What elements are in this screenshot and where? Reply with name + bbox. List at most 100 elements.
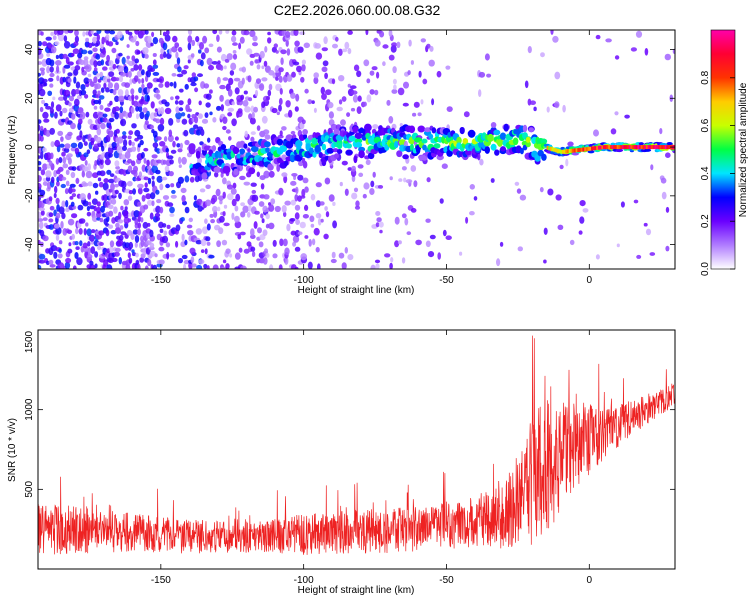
spectrogram-cell xyxy=(246,241,252,247)
spectrogram-cell xyxy=(250,131,256,136)
spectrogram-cell xyxy=(222,191,226,199)
spectrogram-cell xyxy=(111,141,117,149)
spectrogram-cell xyxy=(445,65,451,70)
spectrogram-ridge-line xyxy=(642,145,645,150)
spectrogram-cell xyxy=(555,194,562,201)
spectrogram-ridge-cell xyxy=(424,127,431,133)
spectrogram-cell xyxy=(327,101,334,109)
spectrogram-cell xyxy=(82,242,88,249)
snr-line xyxy=(38,335,675,555)
spectrogram-cell xyxy=(93,205,97,212)
spectrogram-cell xyxy=(231,118,237,127)
spectrogram-ridge-cell xyxy=(484,146,490,154)
spectrogram-cell xyxy=(240,211,246,218)
spectrogram-cell xyxy=(89,205,95,210)
spectrogram-cell xyxy=(81,170,86,178)
spectrogram-cell xyxy=(251,194,259,202)
spectrogram-cell xyxy=(109,198,113,205)
spectrogram-cell xyxy=(67,248,73,254)
spectrogram-cell xyxy=(181,233,185,242)
spectrogram-cell xyxy=(70,188,76,193)
spectrogram-cell xyxy=(60,221,64,229)
spectrogram-cell xyxy=(134,235,140,243)
spectrogram-cell xyxy=(614,55,620,60)
spectrogram-cell xyxy=(386,99,391,106)
spectrogram-cell xyxy=(123,216,130,225)
spectrogram-cell xyxy=(384,253,391,258)
spectrogram-cell xyxy=(42,163,48,171)
spectrogram-cell xyxy=(165,30,170,36)
spectrogram-cell xyxy=(554,71,561,80)
spectrogram-cell xyxy=(116,31,123,39)
spectrogram-cell xyxy=(294,204,301,211)
spectrogram-cell xyxy=(138,105,143,113)
spectrogram-cell xyxy=(283,175,288,184)
spectrogram-ridge-line xyxy=(604,145,607,150)
spectrogram-cell xyxy=(149,229,154,238)
spectrogram-cell xyxy=(121,134,127,140)
spectrogram-ridge-line xyxy=(608,145,611,150)
spectrogram-cell xyxy=(295,186,299,195)
spectrogram-cell xyxy=(84,160,88,166)
spectrogram-cell xyxy=(246,211,251,218)
spectrogram-cell xyxy=(391,89,398,94)
spectrogram-cell xyxy=(87,73,92,78)
colorbar-tick-label: 0.6 xyxy=(700,118,711,132)
spectrogram-cell xyxy=(55,158,60,165)
spectrogram-ridge-line xyxy=(618,145,621,150)
spectrogram-cell xyxy=(45,170,52,178)
spectrogram-cell xyxy=(39,229,45,237)
snr-xtick-label: -50 xyxy=(439,575,454,586)
spectrogram-cell xyxy=(272,239,277,247)
spectrogram-cell xyxy=(50,152,54,160)
spectrogram-cell xyxy=(159,117,165,125)
spectrogram-cell xyxy=(38,72,41,77)
spectrogram-cell xyxy=(165,242,171,248)
spectrogram-cell xyxy=(187,30,193,36)
spectrogram-ridge-cell xyxy=(494,149,500,156)
spectrogram-cell xyxy=(244,106,251,113)
spectrogram-cell xyxy=(130,68,135,72)
spectrogram-ridge-line xyxy=(623,145,626,150)
spectrogram-cell xyxy=(271,107,278,114)
spectrogram-cell xyxy=(87,181,93,187)
spectrogram-ridge-cell xyxy=(431,127,437,134)
spectrogram-cell xyxy=(71,52,75,57)
spectrogram-cell xyxy=(243,90,248,95)
spectrogram-cell xyxy=(41,99,46,105)
spectrogram-ridge-line xyxy=(647,145,650,150)
spectrogram-cell xyxy=(222,259,227,264)
spectrogram-cell xyxy=(469,184,475,190)
spectrogram-cell xyxy=(161,235,169,244)
spectrogram-cell xyxy=(244,130,248,138)
spectrogram-cell xyxy=(63,64,71,69)
spectrogram-cell xyxy=(539,187,544,193)
spectrogram-cell xyxy=(255,78,262,84)
spectrogram-cell xyxy=(114,95,120,103)
spectrogram-cell xyxy=(49,205,55,211)
spectrogram-cell xyxy=(55,60,62,66)
spectrogram-cell xyxy=(128,31,133,36)
spectrogram-ridge-line xyxy=(565,149,568,154)
spectrogram-cell xyxy=(152,130,158,138)
spectrogram-cell xyxy=(71,233,75,240)
spectrogram-cell xyxy=(346,112,351,117)
spectrogram-cell xyxy=(389,176,393,181)
spectrogram-cell xyxy=(82,166,89,172)
spectrogram-cell xyxy=(197,205,203,212)
spectrogram-cell xyxy=(257,227,262,234)
spectrogram-ridge-cell xyxy=(346,143,352,149)
spectrogram-cell xyxy=(479,158,484,166)
spectrogram-xtick-label: -150 xyxy=(151,275,171,286)
spectrogram-cell xyxy=(134,242,138,248)
snr-xtick-label: -100 xyxy=(294,575,314,586)
spectrogram-cell xyxy=(75,177,80,184)
spectrogram-cell xyxy=(50,101,55,109)
spectrogram-cell xyxy=(258,201,265,207)
spectrogram-cell xyxy=(38,47,42,55)
spectrogram-cell xyxy=(198,49,202,54)
spectrogram-ridge-cell xyxy=(211,145,217,152)
spectrogram-cell xyxy=(225,30,230,34)
spectrogram-ridge-line xyxy=(651,145,654,150)
spectrogram-cell xyxy=(156,93,161,100)
